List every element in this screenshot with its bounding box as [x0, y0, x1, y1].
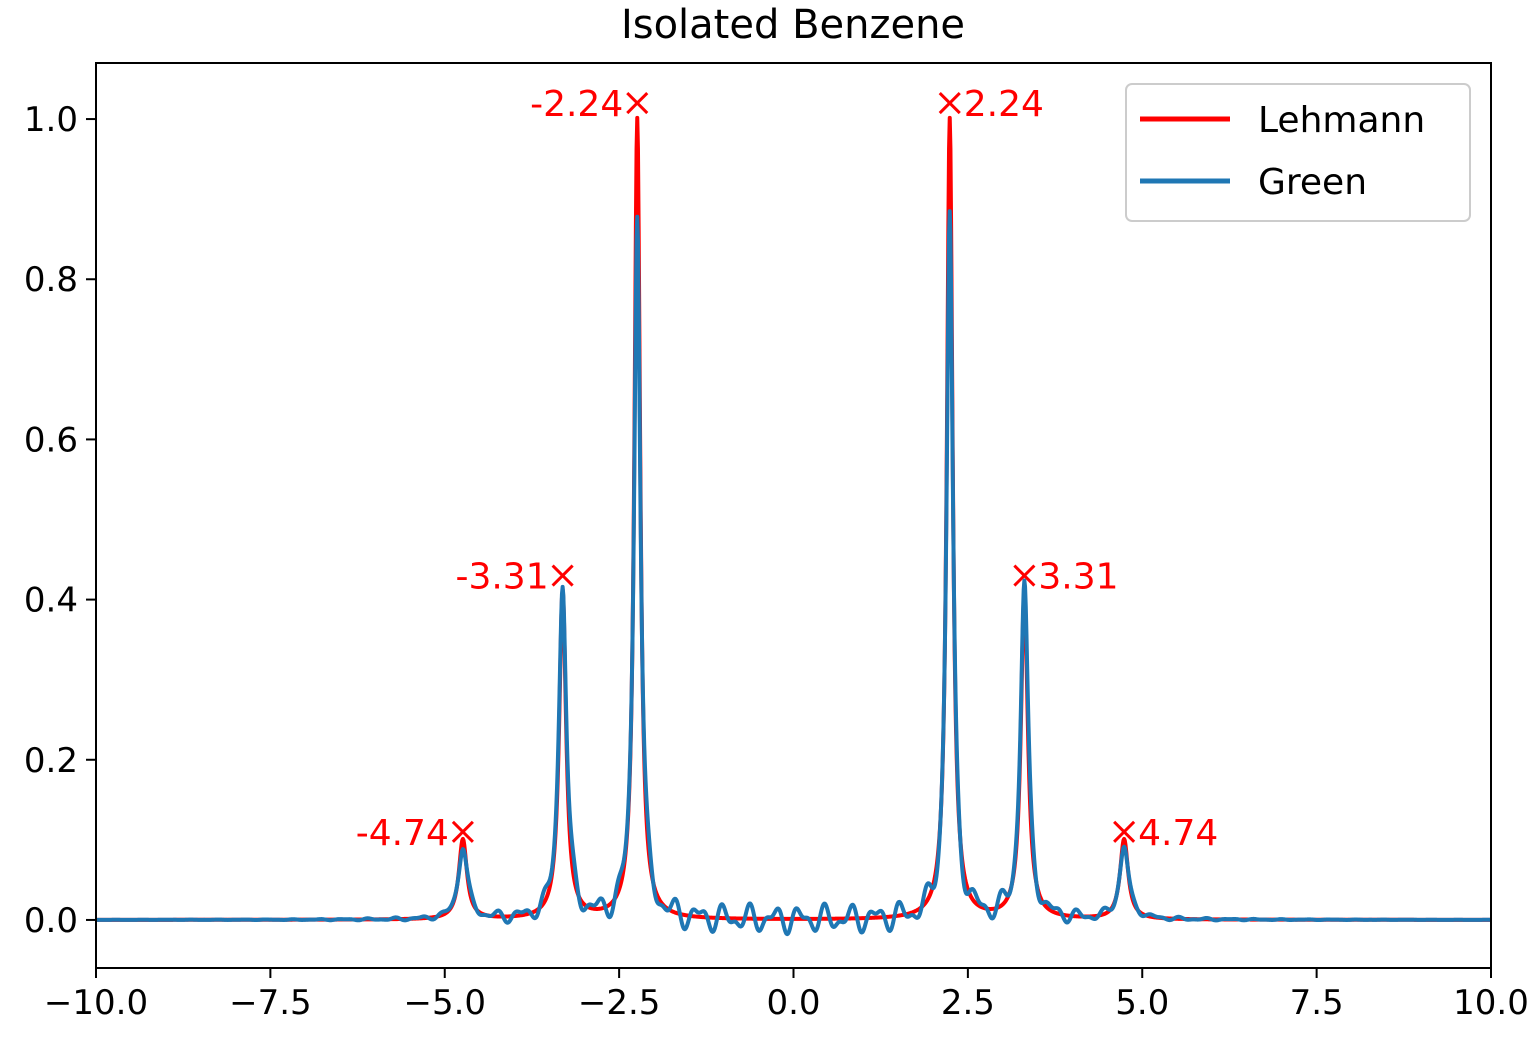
x-axis: −10.0 −7.5 −5.0 −2.5 0.0 2.5 5.0 7.5 10.0	[44, 968, 1529, 1023]
x-tick-label: 7.5	[1290, 983, 1344, 1023]
legend-label-green: Green	[1258, 162, 1367, 203]
peak-label: 3.31	[1038, 557, 1118, 598]
peak-label: 2.24	[964, 84, 1044, 125]
x-tick-label: 10.0	[1453, 983, 1529, 1023]
x-tick-label: −2.5	[578, 983, 661, 1023]
y-tick-label: 0.6	[24, 420, 78, 460]
y-tick-label: 0.2	[24, 741, 78, 781]
y-tick-label: 0.8	[24, 260, 78, 300]
x-tick-label: −7.5	[229, 983, 312, 1023]
y-tick-label: 1.0	[24, 100, 78, 140]
y-tick-label: 0.4	[24, 581, 78, 621]
peak-markers: -4.74 -3.31 -2.24 2.24 3.31 4.74	[356, 84, 1219, 854]
peak-label: -3.31	[455, 557, 548, 598]
series-layer	[96, 115, 1491, 937]
peak-label: -4.74	[356, 813, 449, 854]
series-line-green	[96, 209, 1491, 937]
peak-marker	[1113, 820, 1136, 843]
x-tick-label: 0.0	[766, 983, 820, 1023]
peak-marker	[626, 91, 649, 115]
series-line-lehmann	[96, 115, 1491, 922]
y-tick-label: 0.0	[24, 901, 78, 941]
x-tick-label: 2.5	[941, 983, 995, 1023]
chart-title: Isolated Benzene	[621, 2, 965, 48]
peak-label: 4.74	[1138, 813, 1218, 854]
x-tick-label: −5.0	[403, 983, 486, 1023]
peak-marker	[551, 564, 574, 587]
legend-label-lehmann: Lehmann	[1258, 100, 1425, 141]
x-tick-label: −10.0	[44, 983, 148, 1023]
peak-marker	[1013, 564, 1036, 587]
y-axis: 0.0 0.2 0.4 0.6 0.8 1.0	[24, 100, 96, 941]
peak-marker	[451, 820, 474, 843]
peak-marker	[938, 91, 961, 115]
peak-label: -2.24	[530, 84, 623, 125]
legend: Lehmann Green	[1125, 83, 1471, 222]
x-tick-label: 5.0	[1115, 983, 1169, 1023]
